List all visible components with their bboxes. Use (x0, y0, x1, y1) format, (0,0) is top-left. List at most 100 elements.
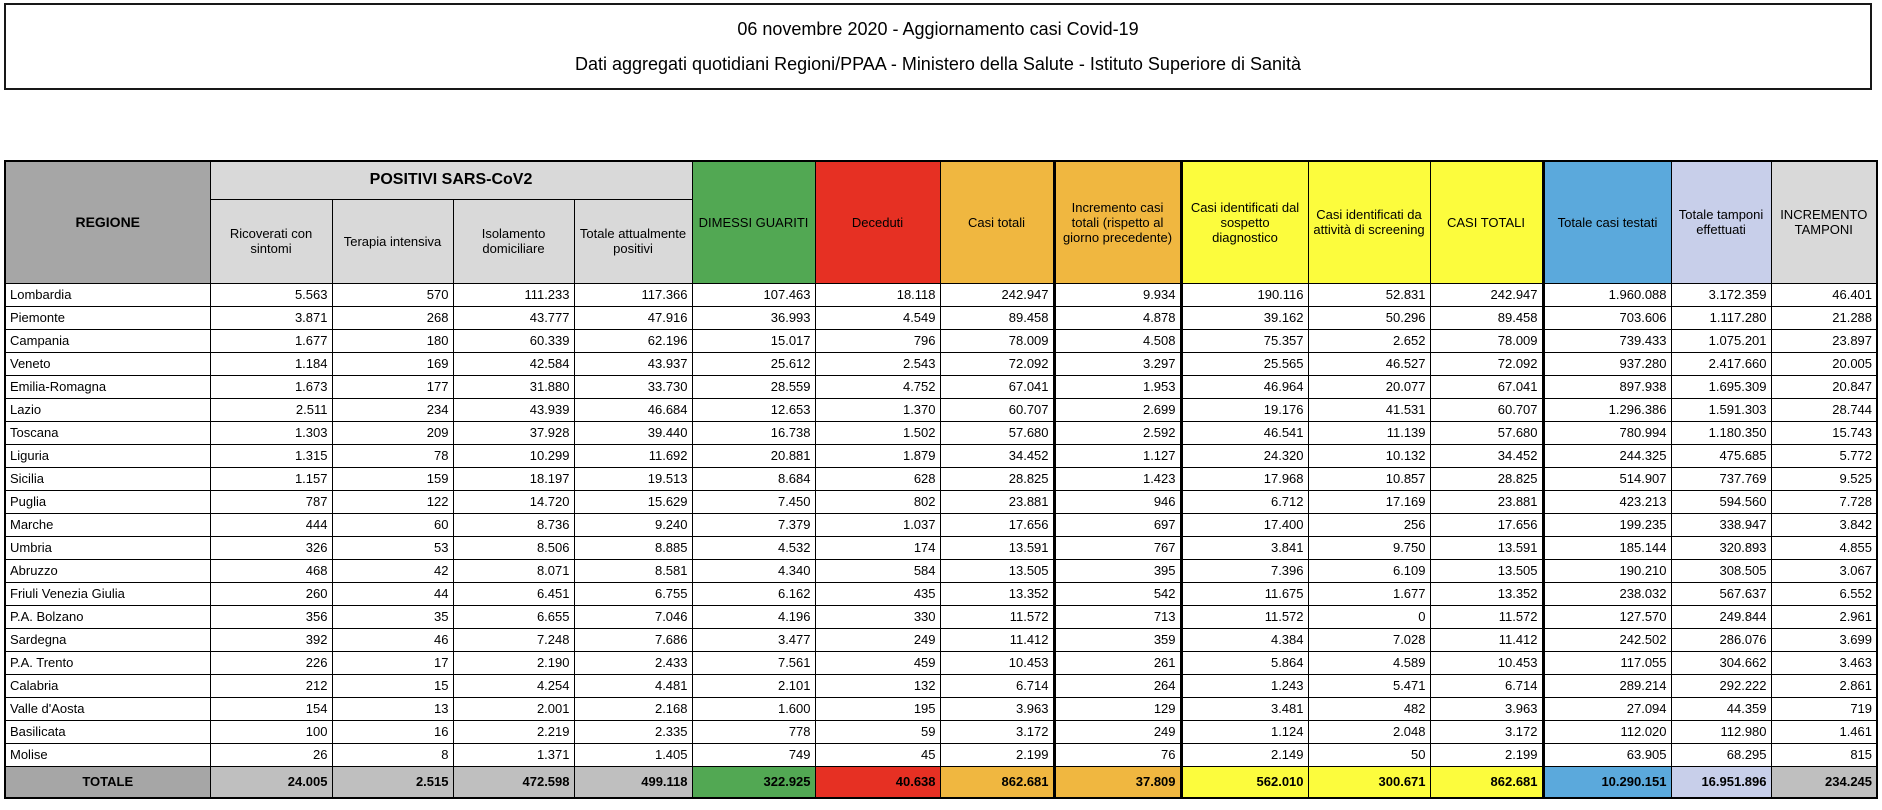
value-cell: 1.243 (1179, 673, 1309, 698)
value-cell: 7.728 (1770, 489, 1878, 514)
value-cell: 3.172 (939, 719, 1055, 744)
value-cell: 1.677 (209, 328, 333, 353)
covid-data-table: REGIONE POSITIVI SARS-CoV2 DIMESSI GUARI… (4, 160, 1879, 799)
value-cell: 3.297 (1052, 351, 1182, 376)
value-cell: 78.009 (939, 328, 1055, 353)
value-cell: 1.127 (1052, 443, 1182, 468)
value-cell: 292.222 (1670, 673, 1772, 698)
value-cell: 3.963 (939, 696, 1055, 721)
region-name: Valle d'Aosta (4, 696, 211, 721)
region-name: Abruzzo (4, 558, 211, 583)
value-cell: 52.831 (1307, 282, 1431, 307)
value-cell: 76 (1052, 742, 1182, 767)
value-cell: 47.916 (573, 305, 693, 330)
value-cell: 802 (814, 489, 941, 514)
value-cell: 111.233 (452, 282, 575, 307)
value-cell: 584 (814, 558, 941, 583)
value-cell: 4.481 (573, 673, 693, 698)
table-row: Lazio 2.511 234 43.939 46.684 12.653 1.370 60.7… (4, 397, 1878, 422)
value-cell: 37.809 (1052, 765, 1182, 798)
value-cell: 10.132 (1307, 443, 1431, 468)
value-cell: 749 (691, 742, 816, 767)
region-name: Piemonte (4, 305, 211, 330)
value-cell: 261 (1052, 650, 1182, 675)
region-name: Sardegna (4, 627, 211, 652)
value-cell: 185.144 (1541, 535, 1672, 560)
value-cell: 2.149 (1179, 742, 1309, 767)
table-row: Abruzzo 468 42 8.071 8.581 4.340 584 13.505 395 7… (4, 558, 1878, 583)
value-cell: 20.847 (1770, 374, 1878, 399)
value-cell: 39.440 (573, 420, 693, 445)
value-cell: 35 (331, 604, 454, 629)
value-cell: 234 (331, 397, 454, 422)
value-cell: 16.951.896 (1670, 765, 1772, 798)
value-cell: 68.295 (1670, 742, 1772, 767)
value-cell: 356 (209, 604, 333, 629)
region-name: Lazio (4, 397, 211, 422)
value-cell: 249.844 (1670, 604, 1772, 629)
value-cell: 268 (331, 305, 454, 330)
value-cell: 12.653 (691, 397, 816, 422)
value-cell: 8 (331, 742, 454, 767)
value-cell: 46 (331, 627, 454, 652)
value-cell: 17.169 (1307, 489, 1431, 514)
value-cell: 1.677 (1307, 581, 1431, 606)
value-cell: 289.214 (1541, 673, 1672, 698)
value-cell: 286.076 (1670, 627, 1772, 652)
value-cell: 11.692 (573, 443, 693, 468)
value-cell: 50.296 (1307, 305, 1431, 330)
value-cell: 3.463 (1770, 650, 1878, 675)
value-cell: 1.673 (209, 374, 333, 399)
value-cell: 6.714 (939, 673, 1055, 698)
value-cell: 2.861 (1770, 673, 1878, 698)
region-name: Marche (4, 512, 211, 537)
value-cell: 19.513 (573, 466, 693, 491)
value-cell: 7.379 (691, 512, 816, 537)
value-cell: 6.755 (573, 581, 693, 606)
value-cell: 17.656 (1429, 512, 1544, 537)
value-cell: 10.857 (1307, 466, 1431, 491)
value-cell: 117.366 (573, 282, 693, 307)
value-cell: 815 (1770, 742, 1878, 767)
value-cell: 28.825 (1429, 466, 1544, 491)
value-cell: 2.433 (573, 650, 693, 675)
table-row: Umbria 326 53 8.506 8.885 4.532 174 13.591 767 3.… (4, 535, 1878, 560)
value-cell: 10.290.151 (1541, 765, 1672, 798)
table-row: Toscana 1.303 209 37.928 39.440 16.738 1.502 57… (4, 420, 1878, 445)
region-name: Umbria (4, 535, 211, 560)
value-cell: 7.248 (452, 627, 575, 652)
region-name: Puglia (4, 489, 211, 514)
value-cell: 60.707 (939, 397, 1055, 422)
value-cell: 112.980 (1670, 719, 1772, 744)
value-cell: 713 (1052, 604, 1182, 629)
value-cell: 249 (1052, 719, 1182, 744)
value-cell: 89.458 (1429, 305, 1544, 330)
value-cell: 10.299 (452, 443, 575, 468)
value-cell: 7.028 (1307, 627, 1431, 652)
value-cell: 78 (331, 443, 454, 468)
value-cell: 23.881 (1429, 489, 1544, 514)
value-cell: 1.960.088 (1541, 282, 1672, 307)
value-cell: 42.584 (452, 351, 575, 376)
value-cell: 28.559 (691, 374, 816, 399)
region-name: Sicilia (4, 466, 211, 491)
value-cell: 10.453 (1429, 650, 1544, 675)
value-cell: 174 (814, 535, 941, 560)
value-cell: 514.907 (1541, 466, 1672, 491)
value-cell: 628 (814, 466, 941, 491)
value-cell: 1.461 (1770, 719, 1878, 744)
value-cell: 395 (1052, 558, 1182, 583)
value-cell: 244.325 (1541, 443, 1672, 468)
value-cell: 264 (1052, 673, 1182, 698)
value-cell: 190.116 (1179, 282, 1309, 307)
value-cell: 6.162 (691, 581, 816, 606)
value-cell: 209 (331, 420, 454, 445)
table-row: Liguria 1.315 78 10.299 11.692 20.881 1.879 34.… (4, 443, 1878, 468)
value-cell: 937.280 (1541, 351, 1672, 376)
value-cell: 16 (331, 719, 454, 744)
value-cell: 5.864 (1179, 650, 1309, 675)
value-cell: 330 (814, 604, 941, 629)
value-cell: 4.384 (1179, 627, 1309, 652)
value-cell: 739.433 (1541, 328, 1672, 353)
value-cell: 33.730 (573, 374, 693, 399)
